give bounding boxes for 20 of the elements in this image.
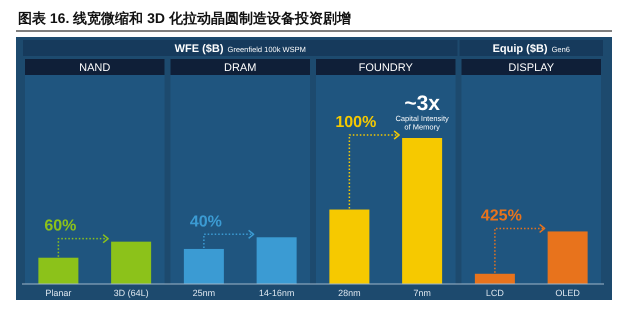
x-tick-label: Planar [45,288,72,298]
text: NAND [79,62,110,74]
text: FOUNDRY [358,62,414,74]
text: WFE ($B) [174,43,224,55]
annotation: 40% [190,213,222,230]
x-tick-label: OLED [555,288,580,298]
text: Equip ($B) [492,43,548,55]
text: DISPLAY [508,62,555,74]
x-tick-label: 3D (64L) [114,288,149,298]
x-tick-label: 25nm [192,288,216,298]
x-tick-label: 28nm [338,288,361,298]
text: DRAM [224,62,256,74]
x-tick-label: LCD [486,288,504,298]
annotation: 60% [44,218,76,235]
x-tick-label: 14-16nm [258,288,294,298]
annotation: 425% [480,207,522,224]
x-tick-label: 7nm [413,288,431,298]
chart-title: 图表 16. 线宽微缩和 3D 化拉动晶圆制造设备投资剧增 [18,10,351,26]
text: 100% [335,114,376,131]
text: ~3x [404,92,440,115]
